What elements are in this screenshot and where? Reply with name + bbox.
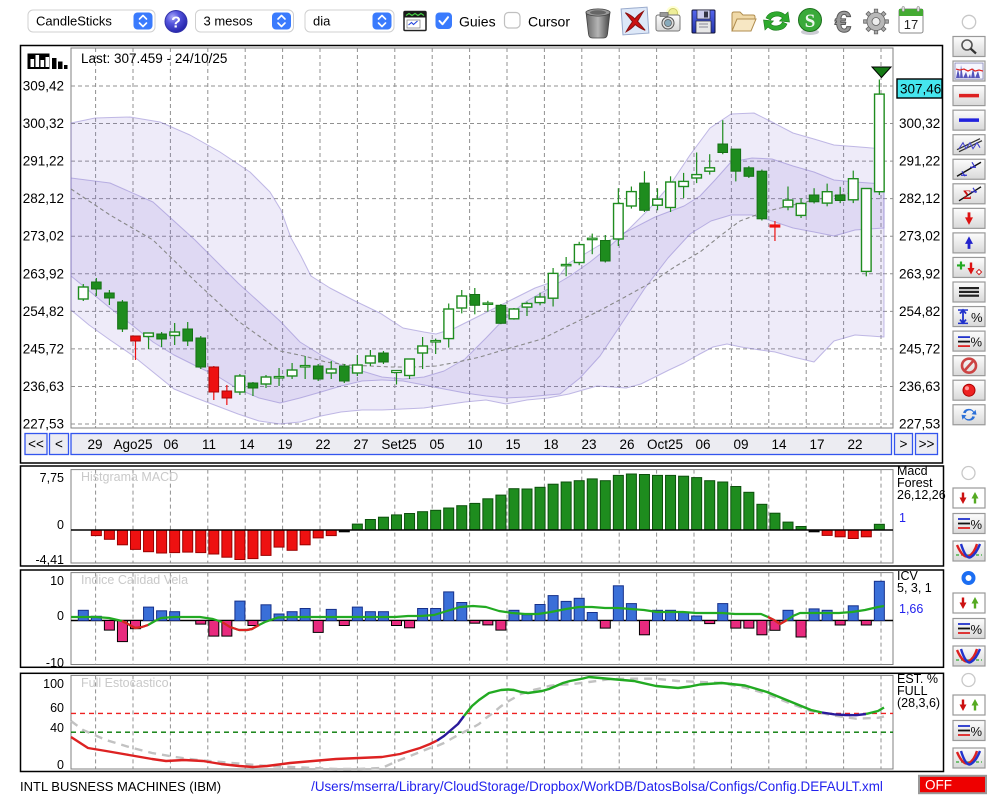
svg-text:307,46: 307,46 bbox=[900, 82, 941, 97]
svg-text:14: 14 bbox=[771, 437, 787, 452]
svg-text:5, 3, 1: 5, 3, 1 bbox=[897, 581, 932, 595]
svg-text:10: 10 bbox=[50, 574, 64, 588]
svg-text:Histgrama MACD: Histgrama MACD bbox=[81, 470, 178, 484]
svg-text:-4,41: -4,41 bbox=[36, 553, 65, 567]
svg-text:€: € bbox=[835, 6, 852, 39]
svg-text:EST. %: EST. % bbox=[897, 672, 938, 686]
svg-text:300,32: 300,32 bbox=[23, 116, 64, 131]
svg-text:27: 27 bbox=[353, 437, 368, 452]
svg-text:14: 14 bbox=[239, 437, 255, 452]
svg-text:254,82: 254,82 bbox=[23, 304, 64, 319]
svg-text:>>: >> bbox=[919, 437, 935, 452]
svg-text:Cursor: Cursor bbox=[528, 14, 570, 30]
svg-text:CandleSticks: CandleSticks bbox=[36, 14, 112, 29]
svg-text:%: % bbox=[971, 310, 983, 325]
svg-text:26,12,26: 26,12,26 bbox=[897, 488, 946, 502]
svg-text:23: 23 bbox=[581, 437, 596, 452]
svg-text:>: > bbox=[900, 437, 908, 452]
svg-text:Oct25: Oct25 bbox=[647, 437, 683, 452]
svg-text:3 mesos: 3 mesos bbox=[204, 14, 254, 29]
svg-text:236,63: 236,63 bbox=[23, 379, 64, 394]
svg-text:15: 15 bbox=[505, 437, 520, 452]
svg-text:0: 0 bbox=[57, 518, 64, 532]
svg-text:100: 100 bbox=[43, 677, 64, 691]
svg-text:309,42: 309,42 bbox=[23, 79, 64, 94]
svg-text:40: 40 bbox=[50, 721, 64, 735]
svg-text:254,82: 254,82 bbox=[899, 304, 940, 319]
svg-text:245,72: 245,72 bbox=[23, 341, 64, 356]
svg-text:263,92: 263,92 bbox=[23, 266, 64, 281]
svg-text:FULL: FULL bbox=[897, 684, 928, 698]
svg-text:0: 0 bbox=[57, 609, 64, 623]
svg-text:Last: 307.459 - 24/10/25: Last: 307.459 - 24/10/25 bbox=[81, 51, 227, 66]
svg-text:19: 19 bbox=[277, 437, 292, 452]
svg-text:<: < bbox=[55, 437, 63, 452]
svg-text:Indice Calidad Vela: Indice Calidad Vela bbox=[81, 573, 188, 587]
svg-text:%: % bbox=[971, 622, 983, 637]
svg-text:Forest: Forest bbox=[897, 476, 933, 490]
svg-text:Full Estocastico: Full Estocastico bbox=[81, 676, 169, 690]
svg-text:<<: << bbox=[28, 437, 44, 452]
svg-text:-10: -10 bbox=[46, 656, 64, 670]
svg-text:Guies: Guies bbox=[459, 14, 496, 30]
svg-text:22: 22 bbox=[315, 437, 330, 452]
svg-text:Ago25: Ago25 bbox=[113, 437, 152, 452]
svg-text:227,53: 227,53 bbox=[23, 417, 64, 432]
svg-text:?: ? bbox=[171, 15, 181, 32]
svg-text:227,53: 227,53 bbox=[899, 417, 940, 432]
svg-text:ICV: ICV bbox=[897, 569, 919, 583]
svg-text:245,72: 245,72 bbox=[899, 341, 940, 356]
svg-text:05: 05 bbox=[429, 437, 444, 452]
svg-text:dia: dia bbox=[313, 14, 331, 29]
svg-text:29: 29 bbox=[87, 437, 102, 452]
svg-text:Macd: Macd bbox=[897, 464, 928, 478]
svg-text:26: 26 bbox=[619, 437, 634, 452]
svg-text:%: % bbox=[971, 724, 983, 739]
svg-text:1: 1 bbox=[899, 511, 906, 525]
svg-text:17: 17 bbox=[809, 437, 824, 452]
svg-text:300,32: 300,32 bbox=[899, 116, 940, 131]
svg-text:282,12: 282,12 bbox=[899, 191, 940, 206]
svg-text:%: % bbox=[971, 517, 983, 532]
svg-text:INTL BUSNESS MACHINES (IBM): INTL BUSNESS MACHINES (IBM) bbox=[20, 779, 221, 794]
svg-text:OFF: OFF bbox=[925, 778, 952, 793]
svg-text:10: 10 bbox=[467, 437, 482, 452]
svg-text:09: 09 bbox=[733, 437, 748, 452]
svg-text:Σ: Σ bbox=[963, 187, 972, 202]
svg-text:0: 0 bbox=[57, 758, 64, 772]
svg-text:273,02: 273,02 bbox=[899, 229, 940, 244]
svg-text:236,63: 236,63 bbox=[899, 379, 940, 394]
svg-text:263,92: 263,92 bbox=[899, 266, 940, 281]
svg-text:06: 06 bbox=[163, 437, 178, 452]
svg-text:17: 17 bbox=[904, 17, 918, 32]
svg-text:282,12: 282,12 bbox=[23, 191, 64, 206]
svg-text:7,75: 7,75 bbox=[40, 471, 64, 485]
svg-text:%: % bbox=[971, 335, 983, 350]
svg-text:Set25: Set25 bbox=[381, 437, 416, 452]
svg-text:(28,3,6): (28,3,6) bbox=[897, 696, 940, 710]
svg-text:06: 06 bbox=[695, 437, 710, 452]
svg-text:22: 22 bbox=[847, 437, 862, 452]
svg-text:291,22: 291,22 bbox=[23, 154, 64, 169]
svg-text:11: 11 bbox=[202, 437, 216, 452]
svg-text:/Users/mserra/Library/CloudSto: /Users/mserra/Library/CloudStorage/Dropb… bbox=[311, 779, 883, 794]
svg-text:18: 18 bbox=[543, 437, 558, 452]
svg-text:273,02: 273,02 bbox=[23, 229, 64, 244]
svg-text:60: 60 bbox=[50, 701, 64, 715]
svg-text:1,66: 1,66 bbox=[899, 602, 923, 616]
svg-text:291,22: 291,22 bbox=[899, 154, 940, 169]
svg-text:S: S bbox=[805, 11, 816, 32]
